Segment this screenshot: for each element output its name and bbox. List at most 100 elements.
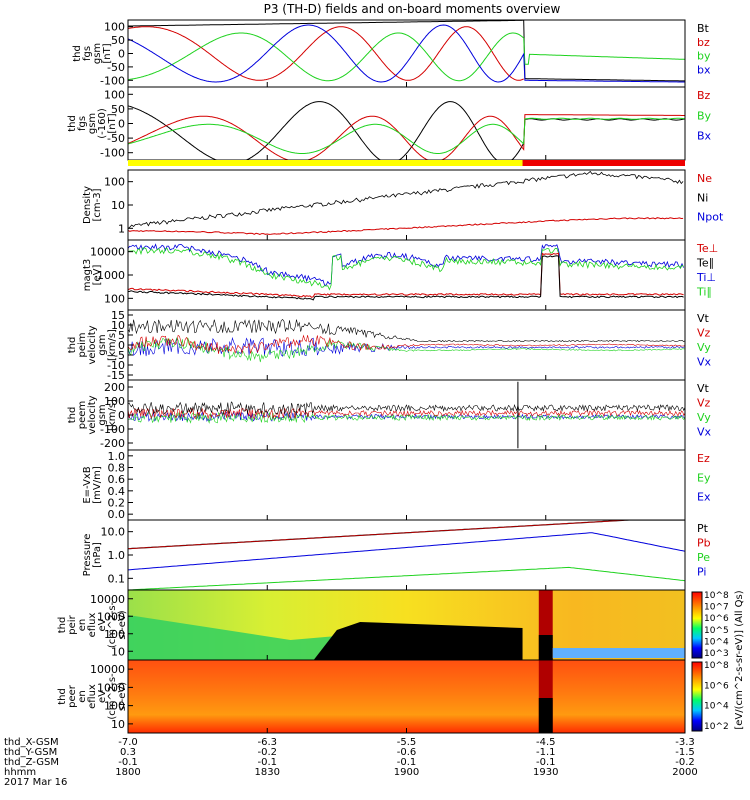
series-Pb [128, 520, 685, 550]
y-tick-label: -200 [100, 437, 125, 450]
colorbar [691, 591, 703, 659]
y-tick-label: 15 [111, 309, 125, 322]
series-Pi [128, 532, 685, 571]
series-Ne [128, 217, 684, 236]
y-tick-label: 0 [118, 339, 125, 352]
x-row-value: -0.2 [257, 747, 277, 758]
y-tick-label: 10 [111, 645, 125, 658]
legend-Ti⊥: Ti⊥ [696, 271, 716, 284]
panel-plot-area [128, 101, 685, 160]
y-axis-label: [nT] [102, 43, 113, 63]
x-row-value: -4.5 [536, 737, 556, 748]
y-axis-label: (-160) [97, 108, 108, 139]
y-tick-label: 100 [104, 700, 125, 713]
legend-Vz: Vz [697, 397, 711, 410]
y-tick-label: -100 [100, 147, 125, 160]
x-row-value: 1800 [115, 767, 140, 778]
legend-Ne: Ne [697, 172, 712, 185]
colorbar-tick: 10^4 [704, 637, 729, 647]
x-row-value: -7.0 [118, 737, 138, 748]
x-row-label: hhmm [4, 767, 36, 778]
series-Vy [128, 336, 685, 363]
legend-Ez: Ez [697, 452, 710, 465]
y-tick-label: 100 [104, 395, 125, 408]
legend-Te⊥: Te⊥ [696, 242, 718, 255]
x-axis-block: thd_X-GSM -7.0 -6.3 -5.5 -4.5 -3.3 thd_Y-GSM 0.… [4, 737, 698, 788]
y-axis-label: en [77, 619, 88, 632]
x-row-value: 0.3 [120, 747, 136, 758]
panel-frame [127, 519, 686, 591]
y-tick-label: 100 [104, 21, 125, 34]
legend-Bt: Bt [697, 22, 710, 35]
y-axis-label: (cm^2-s- [107, 601, 118, 648]
y-tick-label: 1000 [97, 269, 125, 282]
y-axis-label: fgs [77, 116, 88, 131]
y-axis-label: [cm-3] [92, 188, 103, 221]
y-axis-label: fgs [82, 46, 93, 61]
y-axis-label: eflux [87, 684, 98, 709]
series-Vy [128, 411, 685, 424]
x-row-value: 1830 [255, 767, 280, 778]
series-Te-par [128, 255, 684, 301]
y-tick-label: 1000 [97, 610, 125, 623]
electron-spectrogram [128, 660, 685, 733]
legend-bz: bz [697, 36, 710, 49]
y-tick-label: 100 [104, 176, 125, 189]
y-axis-label: sr-eV) [117, 682, 128, 711]
y-tick-label: 5 [118, 329, 125, 342]
y-tick-label: -10 [107, 359, 125, 372]
y-tick-label: 1.0 [108, 549, 126, 562]
y-axis-label: peem [77, 401, 88, 429]
legend-Ni: Ni [697, 191, 708, 204]
y-axis-label: thd [72, 45, 83, 62]
y-axis-label: thd [67, 407, 78, 424]
y-axis-label: peim [77, 332, 88, 357]
no-data-region [313, 622, 523, 660]
y-axis-label: gsm [97, 404, 108, 425]
legend-Vx: Vx [697, 426, 712, 439]
legend-Vt: Vt [697, 312, 710, 325]
y-axis-label: velocity [87, 395, 98, 434]
panel-density: 100 10 1 Density [cm-3] Ne Ni Npot [82, 169, 724, 241]
x-row-value: -0.1 [118, 757, 138, 768]
y-axis-label: eV [97, 618, 108, 631]
y-axis-label: gsm [87, 113, 98, 134]
date-label: 2017 Mar 16 [4, 777, 67, 788]
series-Ti-perp [128, 243, 684, 286]
legend-Pt: Pt [697, 522, 709, 535]
y-axis-label: Density [82, 186, 93, 224]
y-tick-label: 200 [104, 381, 125, 394]
y-tick-label: 10000 [90, 246, 125, 259]
series-Bt [128, 101, 685, 160]
series-Vt [128, 318, 685, 343]
colorbar-tick: 10^2 [704, 722, 729, 732]
y-tick-label: 1000 [97, 681, 125, 694]
y-axis-label: [km/s] [107, 329, 118, 361]
series-Te-perp [128, 252, 684, 298]
panel-frame [127, 239, 686, 311]
y-axis-label: [nT] [107, 113, 118, 133]
y-tick-label: 100 [104, 292, 125, 305]
x-row-value: -0.1 [397, 757, 417, 768]
legend-Ey: Ey [697, 471, 711, 484]
x-row-value: -5.5 [397, 737, 417, 748]
x-row-value: -6.3 [257, 737, 277, 748]
panel-frame [127, 449, 686, 521]
panel-plot-area [128, 20, 685, 83]
legend-Bz: Bz [697, 89, 711, 102]
x-row-value: -0.1 [257, 757, 277, 768]
series-Vt [128, 401, 685, 416]
series-Ti-par [128, 247, 684, 291]
burst-gap [538, 698, 553, 733]
y-axis-label: E=-VxB [82, 466, 93, 503]
panel-plot-area [128, 381, 685, 449]
panel-fgs_gsm_m160: 100 50 0-50 -100 thd fgs gsm (-160) [nT] Bz By Bx [67, 86, 712, 161]
panel-plot-area [128, 590, 685, 660]
y-axis-label: eflux [87, 613, 98, 638]
y-axis-label: thd [57, 617, 68, 634]
mode-bar-fast [522, 160, 685, 166]
y-tick-label: 0 [118, 409, 125, 422]
colorbar-label: [eV/(cm^2-s-sr-eV)] (All Qs) [734, 590, 745, 729]
